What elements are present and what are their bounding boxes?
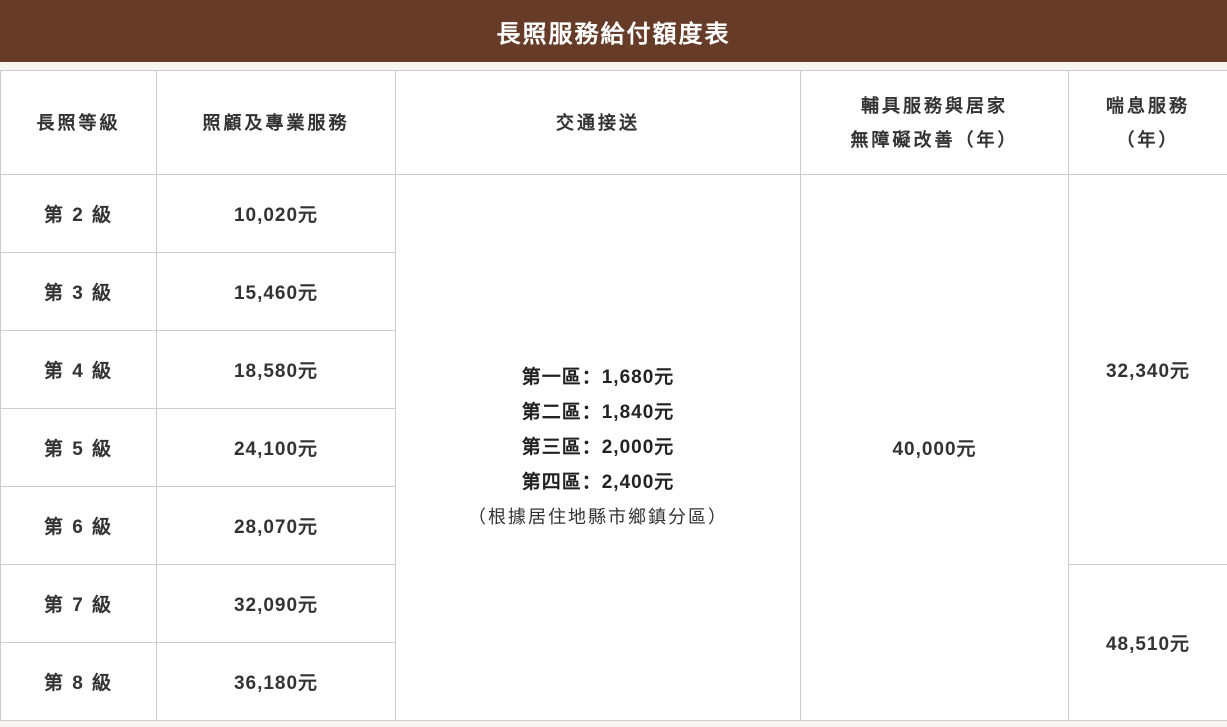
transport-zone-4: 第四區：2,400元 <box>521 472 675 493</box>
header-respite: 喘息服務 （年） <box>1068 70 1227 175</box>
header-care-level: 長照等級 <box>0 70 157 175</box>
header-care-service: 照顧及專業服務 <box>156 70 396 175</box>
transport-zone-2: 第二區：1,840元 <box>521 402 675 423</box>
care-amount-cell: 15,460元 <box>156 252 396 331</box>
respite-cell-levels-2-6: 32,340元 <box>1068 174 1227 565</box>
care-amount-cell: 32,090元 <box>156 564 396 643</box>
care-amount-cell: 10,020元 <box>156 174 396 253</box>
table-container: 長照等級 照顧及專業服務 交通接送 輔具服務與居家 無障礙改善（年） 喘息服務 … <box>0 70 1227 721</box>
header-assistive-line1: 輔具服務與居家 <box>861 95 1008 116</box>
transport-note: （根據居住地縣市鄉鎮分區） <box>468 507 728 527</box>
table-row-level-4: 第 4 級 18,580元 <box>0 330 1227 409</box>
level-cell: 第 4 級 <box>0 330 157 409</box>
level-cell: 第 2 級 <box>0 174 157 253</box>
level-cell: 第 5 級 <box>0 408 157 487</box>
page-title: 長照服務給付額度表 <box>496 20 731 48</box>
level-cell: 第 6 級 <box>0 486 157 565</box>
care-amount-cell: 24,100元 <box>156 408 396 487</box>
respite-cell-levels-7-8: 48,510元 <box>1068 564 1227 721</box>
title-bar: 長照服務給付額度表 <box>0 0 1227 62</box>
level-cell: 第 8 級 <box>0 642 157 721</box>
table-row-level-6: 第 6 級 28,070元 <box>0 486 1227 565</box>
care-amount-cell: 18,580元 <box>156 330 396 409</box>
table-row-level-7: 第 7 級 32,090元 48,510元 <box>0 564 1227 721</box>
table-row-level-3: 第 3 級 15,460元 <box>0 252 1227 331</box>
transport-merged-cell: 第一區：1,680元 第二區：1,840元 第三區：2,000元 第四區：2,4… <box>395 174 801 721</box>
level-cell: 第 3 級 <box>0 252 157 331</box>
assistive-merged-cell: 40,000元 <box>800 174 1069 721</box>
header-respite-line1: 喘息服務 <box>1106 95 1190 116</box>
payment-quota-table: 長照等級 照顧及專業服務 交通接送 輔具服務與居家 無障礙改善（年） 喘息服務 … <box>0 70 1227 721</box>
level-cell: 第 7 級 <box>0 564 157 643</box>
care-amount-cell: 36,180元 <box>156 642 396 721</box>
header-assistive: 輔具服務與居家 無障礙改善（年） <box>800 70 1069 175</box>
transport-zone-1: 第一區：1,680元 <box>521 367 675 388</box>
header-transport: 交通接送 <box>395 70 801 175</box>
care-amount-cell: 28,070元 <box>156 486 396 565</box>
table-row-level-5: 第 5 級 24,100元 <box>0 408 1227 487</box>
header-respite-line2: （年） <box>1116 129 1180 150</box>
table-row-level-8: 第 8 級 36,180元 <box>0 642 1227 721</box>
transport-zone-3: 第三區：2,000元 <box>521 437 675 458</box>
table-row-level-2: 第 2 級 10,020元 第一區：1,680元 第二區：1,840元 第三區：… <box>0 174 1227 721</box>
header-row: 長照等級 照顧及專業服務 交通接送 輔具服務與居家 無障礙改善（年） 喘息服務 … <box>0 70 1227 175</box>
header-assistive-line2: 無障礙改善（年） <box>850 129 1019 150</box>
